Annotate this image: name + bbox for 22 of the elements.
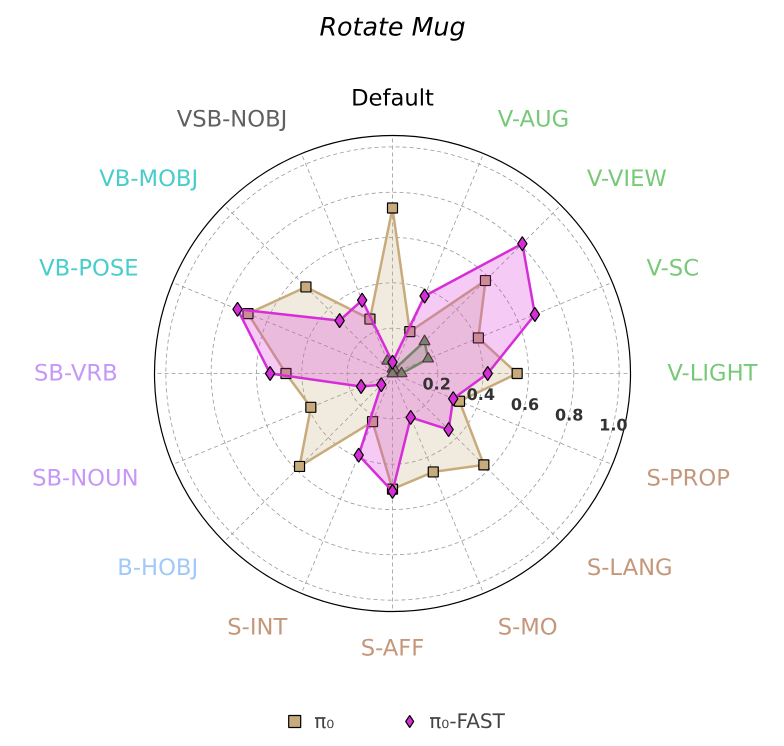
spoke-label: B-HOBJ [117,554,198,581]
spoke-label: V-LIGHT [667,360,758,386]
spoke-label: Default [351,86,434,112]
spoke-label: V-SC [646,255,700,282]
spoke-label: V-VIEW [586,166,667,192]
y-tick-label: 0.2 [422,374,451,394]
spoke-label: S-AFF [360,635,424,662]
y-tick-label: 0.6 [510,395,540,414]
spoke-label: VB-POSE [39,255,139,282]
spoke-label: S-LANG [586,554,673,581]
spoke-label: S-PROP [646,466,730,492]
spoke-label: SB-VRB [34,360,118,386]
spoke-label: S-MO [498,614,558,640]
legend-label: π₀ [314,709,334,733]
chart-title: Rotate Mug [319,12,466,42]
spoke-label: SB-NOUN [32,466,139,492]
spoke-label: VB-MOBJ [99,166,198,192]
spoke-label: S-INT [227,614,288,640]
legend-label: π₀-FAST [429,709,505,733]
spoke-label: V-AUG [498,106,570,133]
spoke-label: VSB-NOBJ [176,106,288,133]
y-tick-label: 0.8 [555,405,584,424]
